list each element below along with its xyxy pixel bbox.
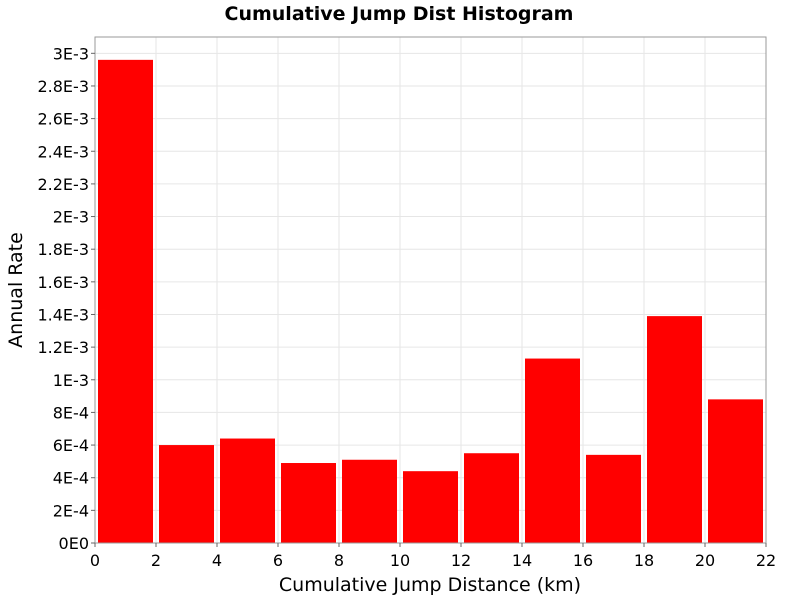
y-tick-label: 1.2E-3 [37, 338, 89, 357]
y-tick-label: 2.4E-3 [37, 142, 89, 161]
y-tick-label: 1.8E-3 [37, 240, 89, 259]
x-tick-label: 22 [756, 551, 776, 570]
y-tick-label: 2E-4 [53, 501, 89, 520]
x-tick-label: 12 [451, 551, 471, 570]
y-tick-label: 3E-3 [53, 44, 89, 63]
y-tick-label: 8E-4 [53, 403, 89, 422]
y-tick-label: 2.8E-3 [37, 77, 89, 96]
x-axis-label: Cumulative Jump Distance (km) [279, 574, 581, 596]
x-tick-label: 14 [512, 551, 532, 570]
bars [98, 60, 763, 543]
x-tick-label: 4 [212, 551, 222, 570]
y-tick-label: 0E0 [59, 534, 89, 553]
histogram-bar [708, 399, 763, 543]
y-tick-label: 1.4E-3 [37, 305, 89, 324]
y-tick-label: 1E-3 [53, 371, 89, 390]
y-axis-label: Annual Rate [5, 232, 27, 348]
x-tick-label: 20 [695, 551, 715, 570]
histogram-bar [342, 460, 397, 543]
y-tick-label: 2.6E-3 [37, 110, 89, 129]
y-tick-label: 2E-3 [53, 208, 89, 227]
histogram-bar [464, 453, 519, 543]
y-tick-label: 2.2E-3 [37, 175, 89, 194]
x-tick-label: 10 [390, 551, 410, 570]
chart-title: Cumulative Jump Dist Histogram [225, 3, 574, 25]
x-tick-label: 0 [90, 551, 100, 570]
x-tick-label: 6 [273, 551, 283, 570]
x-tick-label: 8 [334, 551, 344, 570]
histogram-bar [98, 60, 153, 543]
y-tick-label: 6E-4 [53, 436, 89, 455]
histogram-bar [647, 316, 702, 543]
x-tick-label: 2 [151, 551, 161, 570]
x-tick-label: 16 [573, 551, 593, 570]
histogram-bar [281, 463, 336, 543]
y-tick-label: 1.6E-3 [37, 273, 89, 292]
histogram-bar [586, 455, 641, 543]
y-tick-label: 4E-4 [53, 469, 89, 488]
x-tick-label: 18 [634, 551, 654, 570]
histogram-bar [403, 471, 458, 543]
histogram-bar [525, 359, 580, 543]
x-axis-ticks: 0 2 4 6 8 10 12 14 16 18 20 22 [90, 543, 776, 570]
histogram-bar [220, 439, 275, 543]
histogram-bar [159, 445, 214, 543]
y-axis-ticks: 0E0 2E-4 4E-4 6E-4 8E-4 1E-3 1.2E-3 1.4E-3 1.6E-… [37, 44, 95, 553]
